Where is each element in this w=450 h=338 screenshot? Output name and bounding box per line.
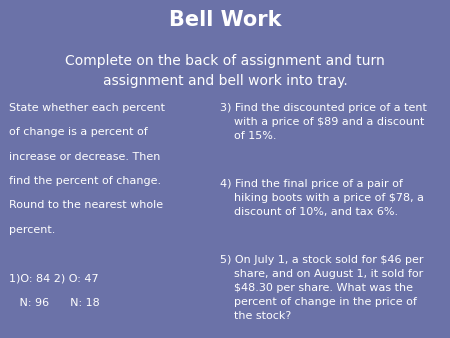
- Text: N: 96      N: 18: N: 96 N: 18: [9, 298, 100, 308]
- Text: of change is a percent of: of change is a percent of: [9, 127, 148, 138]
- Text: find the percent of change.: find the percent of change.: [9, 176, 161, 186]
- Text: Complete on the back of assignment and turn
assignment and bell work into tray.: Complete on the back of assignment and t…: [65, 54, 385, 88]
- Text: 4) Find the final price of a pair of
    hiking boots with a price of $78, a
   : 4) Find the final price of a pair of hik…: [220, 179, 424, 217]
- Text: 3) Find the discounted price of a tent
    with a price of $89 and a discount
  : 3) Find the discounted price of a tent w…: [220, 103, 428, 141]
- Text: 5) On July 1, a stock sold for $46 per
    share, and on August 1, it sold for
 : 5) On July 1, a stock sold for $46 per s…: [220, 255, 424, 321]
- Text: Round to the nearest whole: Round to the nearest whole: [9, 200, 163, 211]
- Text: 1)O: 84 2) O: 47: 1)O: 84 2) O: 47: [9, 273, 99, 284]
- Text: increase or decrease. Then: increase or decrease. Then: [9, 152, 160, 162]
- Text: percent.: percent.: [9, 225, 55, 235]
- Text: State whether each percent: State whether each percent: [9, 103, 165, 113]
- Text: Bell Work: Bell Work: [169, 10, 281, 30]
